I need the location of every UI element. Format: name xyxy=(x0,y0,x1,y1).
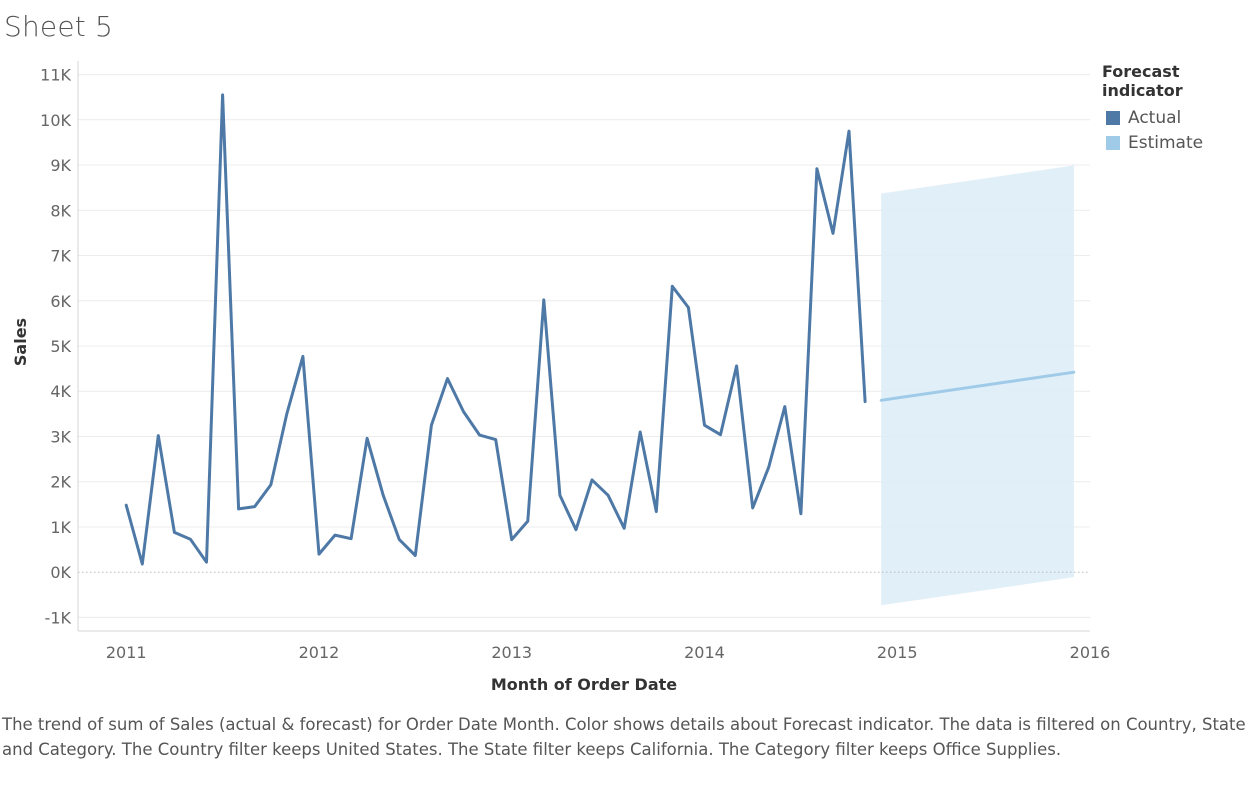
x-tick-label: 2016 xyxy=(1070,643,1111,662)
series-layer xyxy=(124,93,1076,566)
y-tick-label: 4K xyxy=(50,382,71,401)
x-tick-label: 2015 xyxy=(877,643,918,662)
legend: Forecast indicator Actual Estimate xyxy=(1102,62,1260,155)
sheet-title: Sheet 5 xyxy=(4,10,114,43)
y-tick-label: 9K xyxy=(50,156,71,175)
y-tick-label: 10K xyxy=(40,111,71,130)
legend-swatch-estimate xyxy=(1106,135,1120,150)
x-tick-label: 2014 xyxy=(684,643,725,662)
series-line-actual[interactable] xyxy=(124,93,867,566)
x-tick-label: 2012 xyxy=(299,643,340,662)
y-tick-label: 1K xyxy=(50,518,71,537)
legend-item-actual[interactable]: Actual xyxy=(1102,105,1260,130)
y-tick-label: 8K xyxy=(50,201,71,220)
y-tick-label: 2K xyxy=(50,473,71,492)
y-tick-label: 11K xyxy=(40,66,71,85)
y-tick-label: 3K xyxy=(50,427,71,446)
legend-item-estimate[interactable]: Estimate xyxy=(1102,130,1260,155)
legend-swatch-actual xyxy=(1106,110,1120,125)
series-line-estimate[interactable] xyxy=(879,370,1076,402)
legend-label-estimate: Estimate xyxy=(1128,132,1204,153)
y-axis-title: Sales xyxy=(11,318,30,366)
chart-caption: The trend of sum of Sales (actual & fore… xyxy=(2,715,1246,759)
x-axis-ticks: 2011 2012 2013 2014 2015 2016 xyxy=(106,643,1111,662)
y-tick-label: 5K xyxy=(50,337,71,356)
y-axis-ticks: 11K 10K 9K 8K 7K 6K 5K 4K 3K 2K 1K 0K -1K xyxy=(40,66,71,628)
legend-label-actual: Actual xyxy=(1128,107,1182,128)
x-axis-title: Month of Order Date xyxy=(491,675,677,694)
y-tick-label: 6K xyxy=(50,292,71,311)
y-tick-label: -1K xyxy=(45,608,72,627)
y-tick-label: 7K xyxy=(50,247,71,266)
x-tick-label: 2013 xyxy=(491,643,532,662)
legend-title: Forecast indicator xyxy=(1102,62,1183,100)
x-tick-label: 2011 xyxy=(106,643,147,662)
y-tick-label: 0K xyxy=(50,563,71,582)
